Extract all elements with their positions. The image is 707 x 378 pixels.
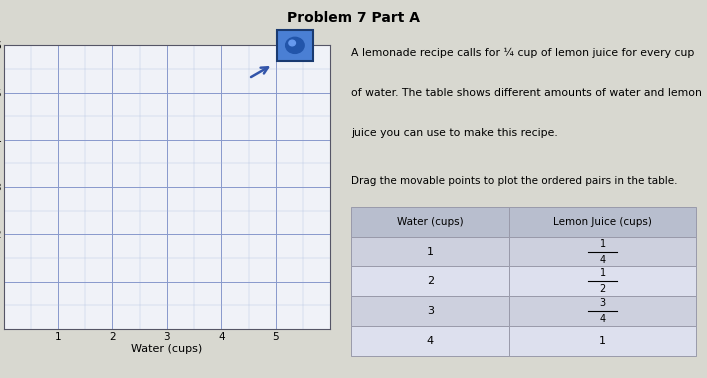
Bar <box>509 326 696 356</box>
Bar <box>509 266 696 296</box>
Bar <box>351 326 509 356</box>
Bar <box>351 207 509 237</box>
X-axis label: Water (cups): Water (cups) <box>132 344 202 355</box>
Text: of water. The table shows different amounts of water and lemon: of water. The table shows different amou… <box>351 88 702 98</box>
Text: Drag the movable points to plot the ordered pairs in the table.: Drag the movable points to plot the orde… <box>351 176 678 186</box>
Bar <box>509 237 696 266</box>
Text: 4: 4 <box>600 314 606 324</box>
Text: 3: 3 <box>600 298 606 308</box>
Text: 2: 2 <box>600 284 606 294</box>
Bar <box>351 237 509 266</box>
Text: 4: 4 <box>427 336 434 346</box>
Text: Lemon Juice (cups): Lemon Juice (cups) <box>554 217 653 227</box>
Text: 1: 1 <box>600 336 607 346</box>
Text: 1: 1 <box>600 239 606 249</box>
Bar <box>509 296 696 326</box>
Circle shape <box>289 40 296 46</box>
Text: 3: 3 <box>427 306 434 316</box>
Text: Water (cups): Water (cups) <box>397 217 464 227</box>
Text: 1: 1 <box>427 246 434 257</box>
Bar <box>351 266 509 296</box>
Bar <box>351 296 509 326</box>
Bar <box>509 207 696 237</box>
Text: 1: 1 <box>600 268 606 279</box>
Circle shape <box>286 37 304 53</box>
Text: Problem 7 Part A: Problem 7 Part A <box>287 11 420 25</box>
Text: 2: 2 <box>427 276 434 287</box>
Text: 4: 4 <box>600 254 606 265</box>
Text: A lemonade recipe calls for ¼ cup of lemon juice for every cup: A lemonade recipe calls for ¼ cup of lem… <box>351 48 694 59</box>
Text: juice you can use to make this recipe.: juice you can use to make this recipe. <box>351 128 558 138</box>
FancyBboxPatch shape <box>277 30 312 61</box>
